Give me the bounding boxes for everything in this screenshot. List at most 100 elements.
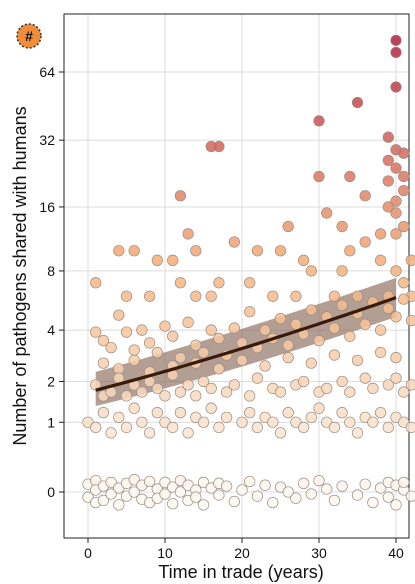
data-point [251,421,264,434]
data-point [190,245,202,257]
data-point [159,488,171,500]
data-point [251,372,264,384]
data-point [313,170,325,183]
data-point [213,489,225,501]
data-point [328,421,341,434]
data-point [390,352,402,364]
data-point [182,427,194,439]
data-point [128,344,140,356]
data-point [244,390,256,402]
data-point [313,402,325,414]
y-tick-label: 0 [47,484,55,500]
data-point [244,407,256,419]
x-axis: 0 10 20 30 40 [84,538,404,561]
x-tick-label: 30 [311,545,327,561]
data-point [213,332,225,345]
data-point [359,372,371,384]
data-point [328,290,341,302]
data-point [197,476,210,489]
y-axis: 0 1 2 4 8 16 32 64 [39,64,64,500]
legend-badge-icon [16,23,42,49]
data-point [374,228,387,240]
data-point [167,498,179,510]
data-point [336,375,348,388]
data-point [405,254,415,266]
data-point [267,416,279,428]
data-point [344,245,356,257]
y-tick-label: 1 [47,414,55,430]
data-point [174,486,187,498]
data-point [390,195,402,207]
y-tick-label: 4 [47,322,55,338]
data-point [213,363,225,375]
data-point [374,482,387,494]
data-point [213,421,225,434]
data-point [282,352,294,364]
data-point [382,175,394,187]
data-point [197,375,210,388]
data-point [128,474,140,486]
data-point [382,302,394,315]
data-point [367,496,379,509]
data-point [390,499,402,511]
data-point [305,265,317,277]
data-point [120,421,133,434]
data-point [228,379,240,391]
data-point [382,421,394,434]
data-point [205,324,217,336]
data-point [336,407,348,419]
data-point [405,379,415,391]
data-point [351,489,364,501]
data-point [382,131,394,143]
data-point [398,170,410,183]
data-point [359,318,371,330]
data-point [328,349,341,361]
data-point [374,254,387,266]
data-point [159,320,171,332]
data-point [167,330,179,342]
data-point [351,354,364,367]
legend-badge: # [16,23,42,49]
data-point [351,427,364,439]
data-point [390,46,402,59]
data-point [82,491,94,503]
data-point [336,265,348,277]
data-point [282,407,294,419]
data-point [382,201,394,213]
data-point [97,357,110,369]
data-point [267,496,279,509]
fit-line-layer [95,296,397,392]
data-point [297,254,310,266]
data-point [174,407,187,419]
x-tick-label: 10 [157,545,173,561]
x-tick-label: 0 [84,545,92,561]
data-point [328,494,341,507]
data-point [120,290,133,302]
data-point [167,254,179,266]
data-point [90,326,102,338]
data-point [190,339,202,351]
data-point [244,277,256,289]
data-point [274,245,287,257]
data-point [344,386,356,398]
data-point [220,386,233,398]
x-tick-label: 40 [388,545,404,561]
data-point [120,326,133,338]
data-point [190,290,202,302]
data-point [113,499,125,511]
data-point [351,290,364,302]
data-point [105,427,117,439]
data-point [182,228,194,240]
data-point [290,290,302,302]
data-point [113,309,125,321]
data-point [290,318,302,330]
data-point [344,416,356,428]
data-point [143,290,156,302]
data-point [197,346,210,359]
data-point [97,335,110,347]
data-point [190,390,202,402]
data-point [382,491,394,503]
data-point [305,411,317,424]
data-point [159,390,171,402]
